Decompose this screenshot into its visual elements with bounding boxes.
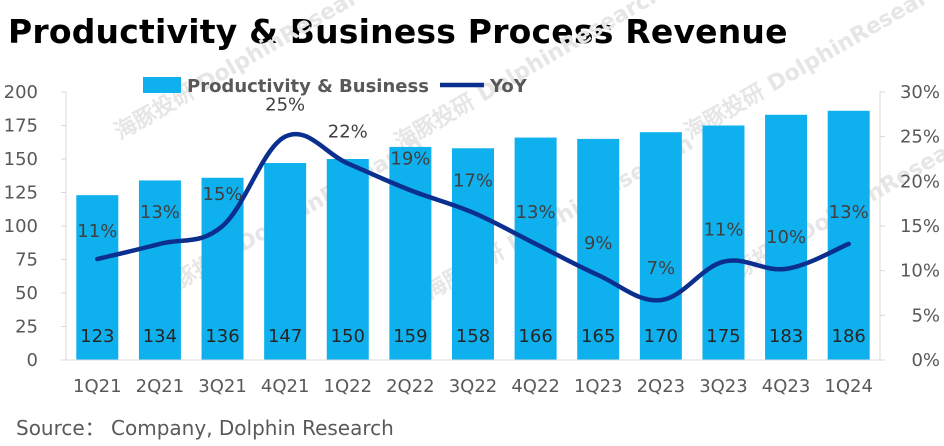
yoy-line-series (95, 131, 851, 303)
left-tick-label: 50 (15, 283, 38, 304)
bar-value-label: 183 (769, 326, 803, 347)
x-tick-label: 4Q22 (511, 376, 560, 397)
bar (138, 180, 181, 360)
bar (702, 125, 745, 360)
right-tick-label: 15% (900, 216, 940, 237)
yoy-value-label: 13% (829, 202, 869, 223)
bar (452, 148, 494, 360)
bar-value-label: 166 (518, 326, 552, 347)
bar (639, 132, 682, 360)
right-tick-label: 5% (911, 305, 940, 326)
yoy-value-label: 25% (265, 95, 305, 116)
x-tick-label: 4Q21 (261, 376, 310, 397)
yoy-value-label: 10% (766, 227, 806, 248)
left-tick-label: 25 (15, 317, 38, 338)
bar-value-label: 150 (331, 326, 365, 347)
bar-value-label: 165 (581, 326, 615, 347)
x-tick-label: 2Q21 (136, 376, 185, 397)
yoy-value-label: 13% (516, 202, 556, 223)
bar-series (76, 110, 870, 360)
yoy-value-label: 9% (584, 233, 613, 254)
x-tick-label: 1Q24 (824, 376, 873, 397)
bar-value-label: 186 (832, 326, 866, 347)
left-tick-label: 150 (4, 149, 38, 170)
bar-value-label: 170 (644, 326, 678, 347)
bar-value-label: 147 (268, 326, 302, 347)
bar-labels: 123 134 136 147 150 159 158 166 165 170 175 183 186 (80, 326, 866, 347)
right-axis: 0% 5% 10% 15% 20% 25% 30% (879, 82, 940, 371)
right-tick-label: 20% (900, 171, 940, 192)
watermark-text: 海豚投研 DolphinResearch (680, 0, 944, 145)
bar-value-label: 134 (143, 326, 177, 347)
x-tick-label: 3Q23 (699, 376, 748, 397)
yoy-value-label: 11% (703, 220, 743, 241)
legend-bar-swatch (143, 77, 181, 93)
legend-bar-label: Productivity & Business (187, 76, 429, 97)
bar (765, 114, 808, 360)
left-tick-label: 175 (4, 116, 38, 137)
yoy-value-label: 19% (390, 148, 430, 169)
right-tick-label: 10% (900, 261, 940, 282)
bar-value-label: 158 (456, 326, 490, 347)
x-tick-label: 1Q21 (73, 376, 122, 397)
bar-value-label: 159 (393, 326, 427, 347)
x-tick-label: 3Q21 (198, 376, 247, 397)
left-axis: 0 25 50 75 100 125 150 175 200 (4, 82, 67, 371)
bar (264, 163, 307, 360)
yoy-value-label: 15% (203, 184, 243, 205)
x-axis: 1Q21 2Q21 3Q21 4Q21 1Q22 2Q22 3Q22 4Q22 1Q23 2Q23… (66, 359, 880, 397)
right-tick-label: 25% (900, 127, 940, 148)
bar-value-label: 175 (706, 326, 740, 347)
x-tick-label: 4Q23 (762, 376, 811, 397)
right-tick-label: 0% (911, 350, 940, 371)
bar-value-label: 136 (205, 326, 239, 347)
left-tick-label: 200 (4, 82, 38, 103)
bar (326, 159, 369, 360)
left-tick-label: 100 (4, 216, 38, 237)
x-tick-label: 3Q22 (449, 376, 498, 397)
source-note: Source： Company, Dolphin Research (16, 416, 394, 440)
yoy-value-label: 7% (647, 258, 676, 279)
x-tick-label: 2Q23 (637, 376, 686, 397)
bar (577, 138, 620, 360)
yoy-value-label: 22% (328, 121, 368, 142)
left-tick-label: 125 (4, 183, 38, 204)
yoy-labels: 11% 13% 15% 25% 22% 19% 17% 13% 9% 7% 11% 10% 13% (77, 95, 868, 279)
x-tick-label: 1Q22 (324, 376, 373, 397)
chart-title: Productivity & Business Process Revenue (8, 12, 788, 51)
yoy-value-label: 11% (77, 221, 117, 242)
bar-value-label: 123 (80, 326, 114, 347)
bar (76, 195, 119, 360)
left-tick-label: 0 (27, 350, 38, 371)
legend-line-label: YoY (489, 76, 528, 97)
left-tick-label: 75 (15, 250, 38, 271)
x-tick-label: 1Q23 (574, 376, 623, 397)
yoy-value-label: 17% (453, 171, 493, 192)
legend: Productivity & Business YoY (143, 76, 528, 97)
right-tick-label: 30% (900, 82, 940, 103)
yoy-value-label: 13% (140, 202, 180, 223)
watermark-text: 海豚投研 DolphinResearch (390, 0, 668, 155)
x-tick-label: 2Q22 (386, 376, 435, 397)
bar (827, 110, 870, 360)
